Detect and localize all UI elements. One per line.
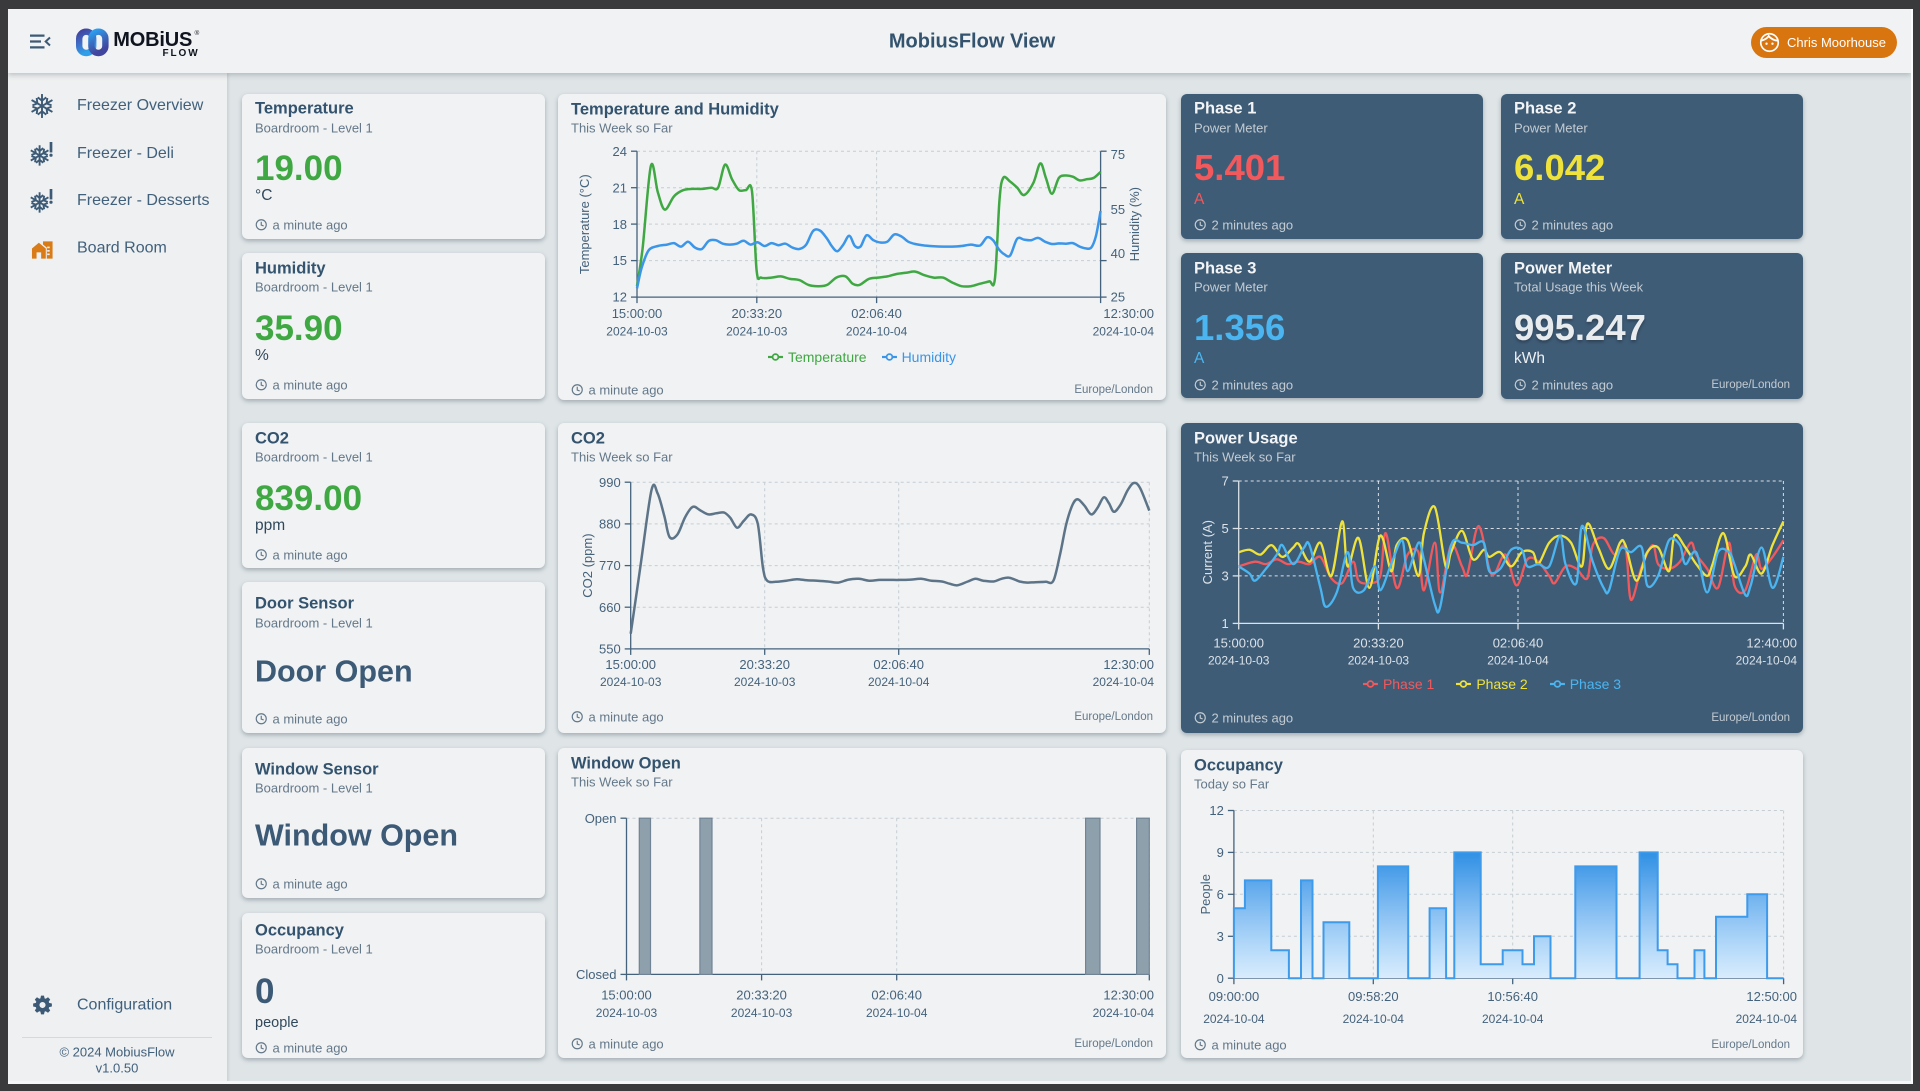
svg-text:2024-10-03: 2024-10-03 [1348,654,1410,668]
svg-text:40: 40 [1111,245,1125,260]
svg-text:15: 15 [613,253,627,268]
svg-text:15:00:00: 15:00:00 [612,306,663,321]
svg-text:2024-10-03: 2024-10-03 [731,1006,793,1020]
svg-text:2024-10-04: 2024-10-04 [846,324,908,338]
svg-text:FLOW: FLOW [163,48,200,57]
svg-text:12:30:00: 12:30:00 [1103,657,1154,672]
svg-text:02:06:40: 02:06:40 [851,306,902,321]
svg-text:3: 3 [1221,569,1228,584]
svg-text:0: 0 [1217,971,1224,986]
svg-text:Current (A): Current (A) [1200,520,1215,584]
svg-text:2024-10-03: 2024-10-03 [734,675,796,689]
svg-text:990: 990 [599,475,621,490]
svg-text:02:06:40: 02:06:40 [1493,636,1544,651]
svg-text:12: 12 [613,289,627,304]
svg-text:MOBiUS: MOBiUS [113,29,192,51]
svg-text:2024-10-04: 2024-10-04 [868,675,930,689]
svg-text:12:30:00: 12:30:00 [1103,987,1154,1002]
svg-text:15:00:00: 15:00:00 [605,657,656,672]
svg-text:18: 18 [613,216,627,231]
svg-text:7: 7 [1221,474,1228,489]
svg-text:10:56:40: 10:56:40 [1487,989,1538,1004]
svg-text:09:00:00: 09:00:00 [1209,989,1260,1004]
svg-text:5: 5 [1221,521,1228,536]
svg-text:9: 9 [1217,845,1224,860]
svg-text:2024-10-04: 2024-10-04 [1736,1012,1798,1026]
svg-text:02:06:40: 02:06:40 [873,657,924,672]
svg-text:21: 21 [613,180,627,195]
svg-text:15:00:00: 15:00:00 [1213,636,1264,651]
svg-text:20:33:20: 20:33:20 [1353,636,1404,651]
svg-text:09:58:20: 09:58:20 [1348,989,1399,1004]
svg-text:12:30:00: 12:30:00 [1103,306,1154,321]
svg-text:Open: Open [585,810,617,825]
svg-text:2024-10-04: 2024-10-04 [1203,1012,1265,1026]
svg-text:1: 1 [1221,616,1228,631]
svg-text:12:40:00: 12:40:00 [1746,636,1797,651]
svg-text:24: 24 [613,143,627,158]
svg-text:Humidity (%): Humidity (%) [1127,186,1142,260]
svg-text:CO2 (ppm): CO2 (ppm) [580,533,595,597]
svg-text:20:33:20: 20:33:20 [731,306,782,321]
svg-text:20:33:20: 20:33:20 [739,657,790,672]
svg-text:2024-10-03: 2024-10-03 [726,324,788,338]
svg-text:770: 770 [599,558,621,573]
svg-text:2024-10-03: 2024-10-03 [1208,654,1270,668]
svg-text:12: 12 [1209,803,1223,818]
svg-text:2024-10-04: 2024-10-04 [1093,324,1155,338]
svg-text:2024-10-04: 2024-10-04 [1487,654,1549,668]
svg-text:02:06:40: 02:06:40 [871,987,922,1002]
svg-text:Closed: Closed [576,967,616,982]
svg-text:2024-10-03: 2024-10-03 [606,324,668,338]
svg-text:2024-10-03: 2024-10-03 [596,1006,658,1020]
svg-text:People: People [1198,874,1213,914]
svg-text:880: 880 [599,517,621,532]
svg-text:12:50:00: 12:50:00 [1746,989,1797,1004]
svg-text:550: 550 [599,642,621,657]
svg-text:55: 55 [1111,202,1125,217]
svg-text:2024-10-04: 2024-10-04 [1093,1006,1155,1020]
svg-text:2024-10-04: 2024-10-04 [1736,654,1798,668]
svg-text:2024-10-04: 2024-10-04 [1482,1012,1544,1026]
svg-text:75: 75 [1111,146,1125,161]
svg-text:3: 3 [1217,929,1224,944]
svg-text:2024-10-04: 2024-10-04 [866,1006,928,1020]
svg-text:660: 660 [599,600,621,615]
svg-text:15:00:00: 15:00:00 [601,987,652,1002]
svg-text:2024-10-04: 2024-10-04 [1093,675,1155,689]
svg-text:2024-10-04: 2024-10-04 [1343,1012,1405,1026]
svg-text:25: 25 [1111,289,1125,304]
svg-text:®: ® [195,29,200,37]
svg-text:20:33:20: 20:33:20 [736,987,787,1002]
svg-text:6: 6 [1217,887,1224,902]
svg-text:2024-10-03: 2024-10-03 [600,675,662,689]
svg-text:Temperature (°C): Temperature (°C) [577,174,592,274]
